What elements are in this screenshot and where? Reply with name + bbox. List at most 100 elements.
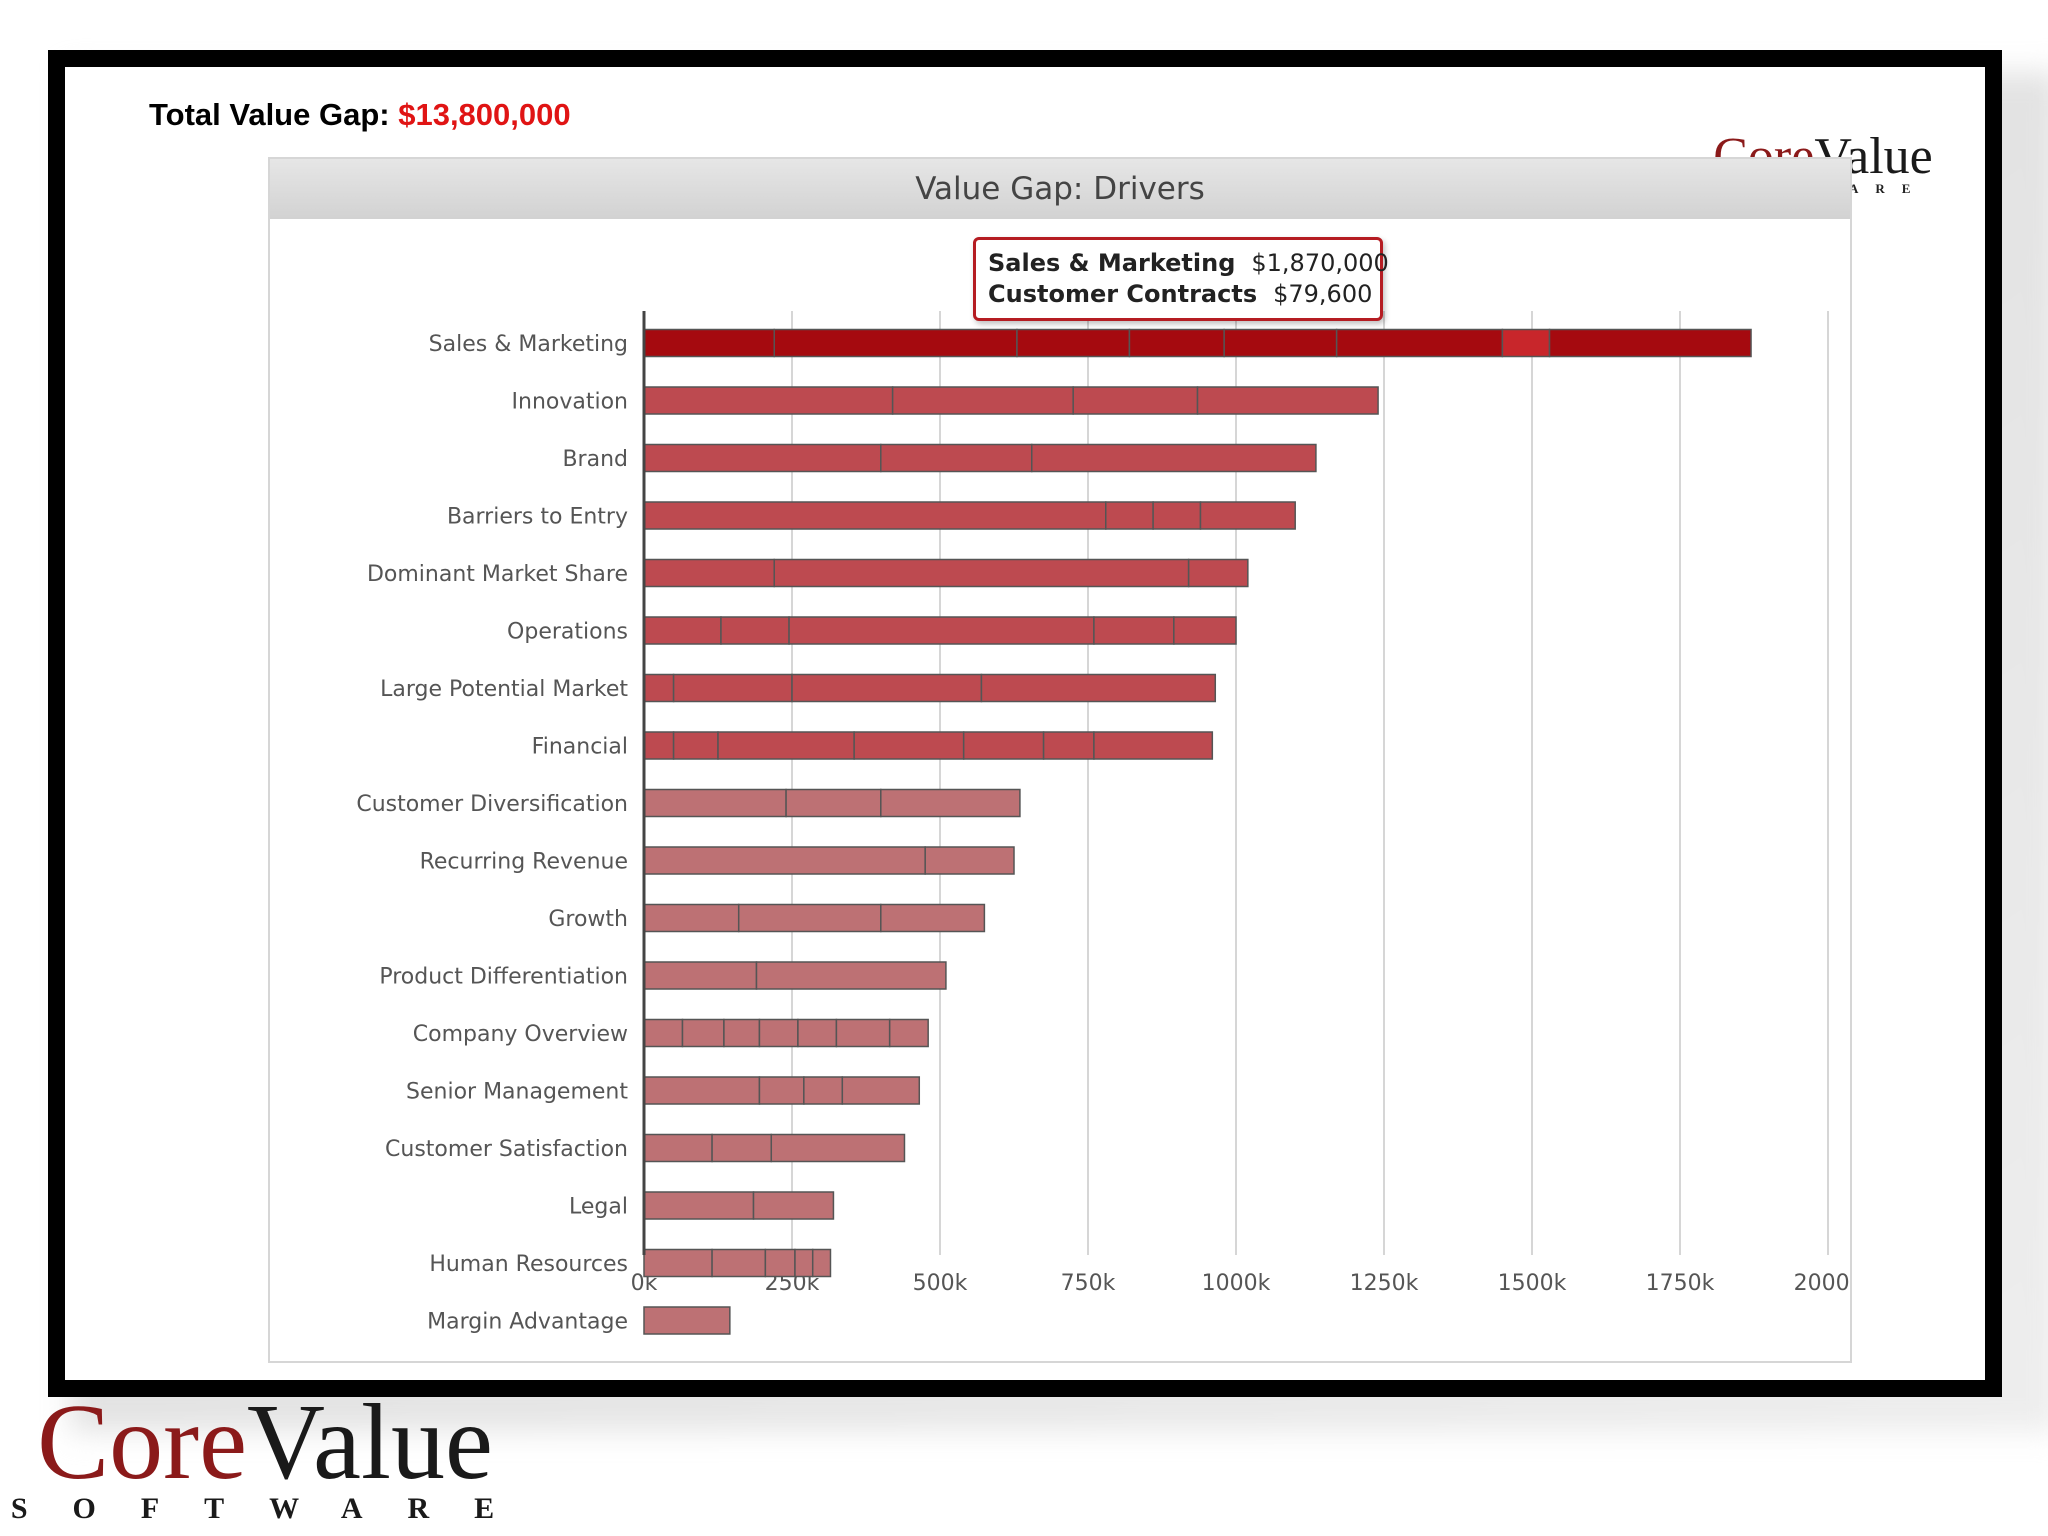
category-label: Product Differentiation — [379, 965, 628, 990]
bar-segment — [755, 961, 947, 990]
bar-segment — [773, 328, 1018, 358]
bar-segment — [1335, 328, 1504, 358]
bar-segment — [672, 731, 719, 760]
x-tick-label: 500k — [913, 1271, 968, 1296]
category-label: Operations — [507, 620, 628, 645]
bar-segment — [720, 616, 790, 645]
bar-segment — [1105, 501, 1154, 530]
bar-segment — [643, 961, 758, 990]
bar-segment — [711, 1248, 767, 1278]
bar-segment — [643, 1248, 713, 1278]
tooltip-row: Sales & Marketing $1,870,000 — [988, 248, 1389, 279]
bar-segment — [752, 1191, 835, 1220]
bar-segment — [711, 1133, 773, 1163]
bar-segment — [888, 1018, 929, 1048]
x-tick-label: 1500k — [1498, 1271, 1567, 1296]
category-label: Senior Management — [406, 1080, 628, 1105]
chart-tooltip: Sales & Marketing $1,870,000 Customer Co… — [973, 237, 1389, 321]
bar-segment — [962, 731, 1045, 760]
bar-segment — [723, 1018, 761, 1048]
bar-segment — [791, 673, 983, 703]
category-label: Large Potential Market — [380, 677, 628, 702]
bar-segment — [643, 1133, 713, 1163]
category-label: Customer Satisfaction — [385, 1137, 628, 1162]
bar-segment — [672, 673, 793, 703]
category-label: Barriers to Entry — [447, 505, 628, 530]
bar-segment — [1173, 616, 1237, 645]
tooltip-value: $1,870,000 — [1251, 249, 1389, 277]
bar-segment — [891, 386, 1074, 415]
bar-segment — [853, 731, 965, 760]
bar-segment — [880, 903, 986, 933]
bar-segment — [643, 673, 675, 703]
bar-segment — [764, 1248, 796, 1278]
bar-segment — [770, 1133, 906, 1163]
category-label: Innovation — [512, 390, 628, 415]
bar-segment — [643, 788, 787, 818]
category-label: Customer Diversification — [356, 792, 628, 817]
bar-segment — [1548, 328, 1752, 358]
bar-segment — [773, 558, 1190, 588]
x-tick-label: 1750k — [1646, 1271, 1715, 1296]
total-value: $13,800,000 — [398, 97, 571, 132]
x-tick-label: 2000k — [1794, 1271, 1850, 1296]
bar-segment — [841, 1076, 921, 1105]
bar-segment — [880, 443, 1033, 473]
bar-segment — [1128, 328, 1225, 358]
value-gap-chart: 0k250k500k750k1000k1250k1500k1750k2000kS… — [356, 311, 1850, 1335]
bar-segment — [1196, 386, 1379, 415]
total-label: Total Value Gap: — [149, 97, 390, 132]
bar-segment — [788, 616, 1095, 645]
bar-segment — [1093, 616, 1175, 645]
bar-segment — [1501, 328, 1551, 358]
category-label: Recurring Revenue — [420, 850, 628, 875]
bar-segment — [758, 1076, 805, 1105]
bar-segment — [880, 788, 1021, 818]
total-value-gap: Total Value Gap: $13,800,000 — [149, 97, 571, 133]
tooltip-value: $79,600 — [1273, 280, 1373, 308]
chart-panel: Value Gap: Drivers 0k 250k 500k 750k 1000k 12… — [268, 157, 1852, 1363]
category-label: Brand — [562, 447, 628, 472]
report-frame: Total Value Gap: $13,800,000 CoreValue S… — [48, 50, 2002, 1397]
category-label: Financial — [532, 735, 628, 760]
bar-segment — [643, 846, 926, 875]
logo-sub-large: SOFTWARE — [11, 1492, 530, 1525]
bar-segment — [643, 1191, 755, 1220]
bar-segment — [980, 673, 1217, 703]
bar-segment — [794, 1248, 814, 1278]
bar-segment — [1042, 731, 1095, 760]
tooltip-label: Customer Contracts — [988, 280, 1258, 308]
bar-segment — [643, 731, 675, 760]
category-label: Company Overview — [413, 1022, 628, 1047]
category-label: Dominant Market Share — [367, 562, 628, 587]
tooltip-label: Sales & Marketing — [988, 249, 1236, 277]
x-tick-label: 1250k — [1350, 1271, 1419, 1296]
x-tick-label: 750k — [1061, 1271, 1116, 1296]
bar-segment — [1152, 501, 1202, 530]
bar-segment — [1093, 731, 1214, 760]
bar-segment — [681, 1018, 725, 1048]
bar-segment — [643, 558, 775, 588]
category-label: Margin Advantage — [427, 1310, 628, 1335]
bar-segment — [797, 1018, 838, 1048]
bar-segment — [643, 443, 882, 473]
tooltip-row: Customer Contracts $79,600 — [988, 279, 1372, 310]
bar-segment — [643, 501, 1107, 530]
bar-segment — [785, 788, 882, 818]
bar-segment — [1072, 386, 1199, 415]
bar-segment — [1031, 443, 1317, 473]
bar-segment — [924, 846, 1015, 875]
bar-segment — [643, 1076, 761, 1105]
bar-segment — [643, 1306, 731, 1335]
bar-segment — [1187, 558, 1249, 588]
category-label: Growth — [548, 907, 628, 932]
bar-segment — [803, 1076, 844, 1105]
bar-segment — [835, 1018, 891, 1048]
bar-segment — [1199, 501, 1296, 530]
bar-segment — [643, 386, 894, 415]
category-label: Human Resources — [429, 1252, 628, 1277]
chart-title: Value Gap: Drivers — [915, 171, 1205, 207]
bar-segment — [811, 1248, 832, 1278]
bar-segment — [643, 903, 740, 933]
x-tick-label: 1000k — [1202, 1271, 1271, 1296]
